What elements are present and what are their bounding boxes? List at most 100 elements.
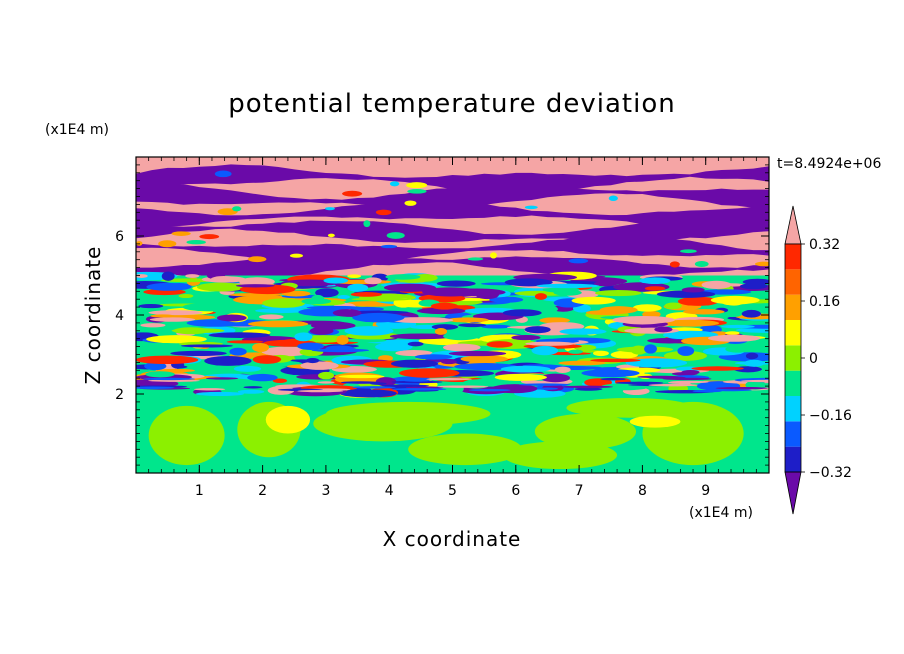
contour-patch — [441, 359, 457, 365]
contour-patch — [625, 358, 688, 368]
contour-patch — [446, 317, 489, 323]
contour-patch — [306, 305, 363, 310]
contour-patch — [715, 386, 769, 390]
contour-patch — [632, 304, 662, 312]
contour-patch — [136, 183, 769, 210]
contour-patch — [504, 278, 553, 287]
contour-patch — [407, 341, 424, 347]
colorbar-top-extension — [784, 205, 802, 245]
contour-patch — [725, 345, 750, 353]
contour-patch — [247, 373, 278, 382]
y-unit-label: (x1E4 m) — [45, 122, 109, 138]
contour-patch — [525, 341, 576, 346]
contour-patch — [210, 275, 237, 283]
contour-patch — [414, 354, 453, 360]
contour-patch — [430, 302, 459, 310]
x-tick-label: 4 — [385, 483, 394, 499]
contour-patch — [150, 314, 175, 318]
contour-patch — [310, 321, 356, 330]
contour-patch — [383, 283, 436, 292]
contour-patch — [406, 182, 428, 189]
contour-patch — [233, 365, 262, 372]
contour-patch — [739, 283, 768, 290]
contour-patch — [647, 337, 692, 344]
contour-patch — [648, 383, 698, 387]
contour-patch — [323, 277, 349, 284]
contour-patch — [534, 293, 547, 300]
contour-patch — [531, 345, 559, 356]
contour-patch — [448, 288, 506, 297]
contour-patch — [710, 295, 760, 305]
contour-patch — [352, 386, 396, 389]
contour-patch — [524, 205, 538, 210]
colorbar-bin — [785, 294, 801, 320]
contour-patch — [621, 318, 664, 325]
contour-patch — [342, 190, 363, 197]
contour-patch — [610, 350, 639, 359]
contour-patch — [325, 401, 491, 426]
colorbar-bin — [785, 370, 801, 396]
contour-patch — [136, 200, 769, 229]
contour-patch — [297, 342, 325, 350]
contour-patch — [448, 350, 507, 357]
x-tick-label: 3 — [321, 483, 330, 499]
colorbar-bin — [785, 345, 801, 371]
contour-patch — [735, 327, 769, 333]
contour-patch — [171, 231, 191, 236]
contour-patch — [399, 351, 421, 356]
contour-patch — [594, 280, 618, 287]
contour-patch — [195, 391, 245, 397]
contour-patch — [399, 368, 460, 378]
contour-patch — [340, 381, 381, 384]
contour-patch — [386, 232, 405, 239]
contour-patch — [381, 384, 430, 387]
contour-patch — [615, 381, 664, 385]
contour-patch — [655, 295, 678, 304]
contour-patch — [404, 200, 417, 206]
y-axis: 2 4 6 — [115, 164, 769, 466]
colorbar-bin — [785, 396, 801, 422]
contour-patch — [318, 371, 335, 380]
contour-patch — [458, 323, 487, 328]
contour-patch — [317, 381, 335, 384]
contour-patch — [138, 304, 164, 309]
contour-patch — [644, 344, 657, 354]
contour-patch — [243, 386, 263, 389]
colorbar-tick-label: −0.32 — [809, 465, 852, 481]
contour-patch — [694, 260, 709, 268]
contour-patch — [608, 195, 618, 202]
contour-patch — [677, 296, 719, 306]
contour-patch — [502, 309, 542, 317]
contour-patch — [216, 314, 247, 322]
contour-patch — [347, 274, 362, 278]
contour-patch — [272, 378, 288, 384]
contour-patch — [681, 287, 705, 293]
contour-patch — [161, 271, 175, 281]
contour-patch — [140, 323, 166, 328]
contour-patch — [553, 289, 582, 296]
contour-patch — [235, 284, 275, 288]
contour-patch — [486, 341, 513, 348]
contour-patch — [350, 292, 383, 297]
contour-patch — [351, 297, 413, 301]
contour-patch — [707, 388, 752, 392]
contour-patch — [669, 380, 709, 384]
contour-patch — [261, 346, 312, 357]
contour-patch — [568, 349, 583, 354]
contour-patch — [146, 335, 207, 344]
contour-patch — [192, 378, 255, 386]
contour-patch — [155, 368, 195, 373]
contour-patch — [574, 387, 603, 391]
contour-patch — [180, 344, 233, 348]
colorbar-tick-label: −0.16 — [809, 408, 852, 424]
contour-patch — [426, 378, 472, 381]
y-tick-label: 2 — [115, 387, 124, 403]
contour-patch — [169, 296, 196, 303]
contour-patch — [540, 373, 571, 383]
colorbar-bottom-extension — [784, 471, 802, 515]
contour-patch — [258, 314, 284, 320]
contour-patch — [170, 350, 227, 357]
contour-patch — [436, 385, 489, 388]
contour-patch — [347, 283, 369, 292]
